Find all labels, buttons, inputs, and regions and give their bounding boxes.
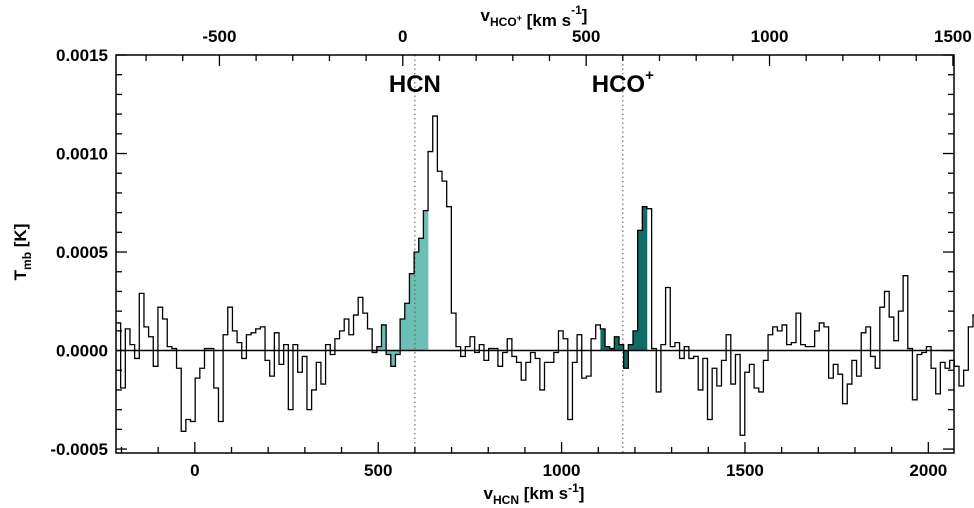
fill-bin-1-111: [632, 330, 638, 351]
fill-bin-0-64: [414, 252, 420, 351]
y-tick-label-4: 0.0015: [56, 46, 108, 65]
fill-bin-0-65: [418, 238, 424, 351]
tick-labels: 0 500 1000 1500 2000 -500 0 500 1000 1500 -0.0005 0…: [50, 27, 971, 480]
x-tick-label-1: 500: [364, 461, 392, 480]
fill-bin-0-57: [381, 324, 387, 351]
x-tick-label-0: 0: [190, 461, 199, 480]
y-axis-title: Tmb [K]: [11, 224, 34, 281]
fill-regions: [372, 206, 648, 369]
fill-bin-0-66: [423, 210, 429, 351]
fill-bin-0-55: [372, 350, 378, 353]
top-x-tick-label-4: 1500: [934, 27, 972, 46]
top-x-tick-label-3: 1000: [751, 27, 789, 46]
fill-bin-1-105: [605, 346, 611, 351]
fill-bin-0-63: [409, 273, 415, 351]
y-tick-label-1: 0.0000: [56, 342, 108, 361]
top-x-tick-label-2: 500: [572, 27, 600, 46]
x-tick-label-2: 1000: [543, 461, 581, 480]
x-axis-title: vHCN [km s-1]: [484, 481, 585, 507]
fill-bin-0-62: [404, 303, 410, 351]
fill-bin-1-106: [609, 348, 615, 351]
top-x-tick-label-0: -500: [202, 27, 236, 46]
fill-bin-1-110: [628, 344, 634, 351]
fill-bin-1-112: [637, 230, 643, 351]
axis-ticks: [116, 54, 954, 453]
marker-label-0: HCN: [389, 71, 441, 98]
fill-bin-0-56: [376, 346, 382, 351]
y-tick-label-3: 0.0010: [56, 145, 108, 164]
fill-bin-0-58: [386, 350, 392, 355]
fill-bin-0-61: [400, 319, 406, 351]
x-tick-label-3: 1500: [726, 461, 764, 480]
marker-label-1: HCO+: [592, 67, 654, 98]
y-tick-label-2: 0.0005: [56, 243, 108, 262]
x-tick-label-4: 2000: [909, 461, 947, 480]
fill-bin-0-59: [390, 350, 396, 367]
fill-bin-0-60: [395, 350, 401, 355]
fill-bin-1-108: [619, 344, 624, 351]
fill-bin-1-113: [642, 206, 648, 351]
line-markers: HCN HCO+: [389, 55, 654, 453]
fill-bin-1-107: [614, 336, 620, 351]
fill-bin-1-104: [600, 328, 606, 351]
spectrum-series: [116, 115, 974, 436]
fill-bin-1-109: [623, 350, 629, 369]
y-tick-label-0: -0.0005: [50, 440, 108, 459]
top-x-axis-title: vHCO+ [km s-1]: [481, 3, 588, 30]
plot-frame: [115, 54, 955, 454]
spectrum-line: [116, 115, 974, 436]
top-x-tick-label-1: 0: [398, 27, 407, 46]
